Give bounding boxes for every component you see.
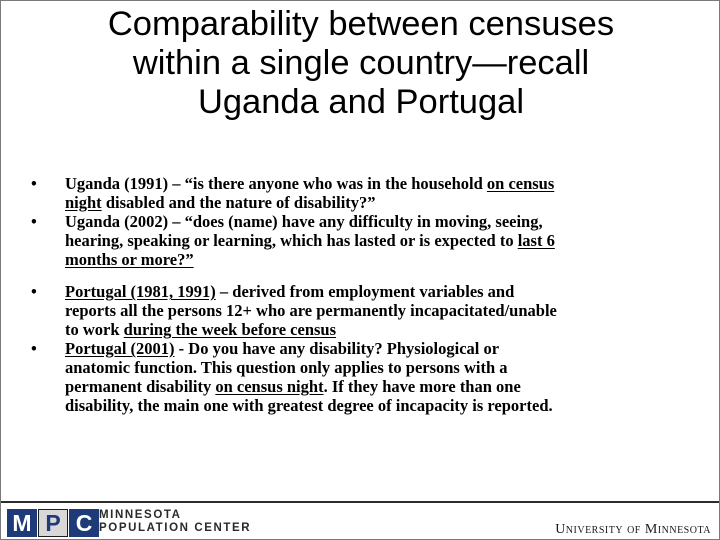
mpc-wordmark: MINNESOTA POPULATION CENTER (99, 509, 251, 535)
bullet-icon: • (31, 212, 37, 231)
bullet-item-portugal-2001: • Portugal (2001) - Do you have any disa… (31, 339, 701, 415)
underlined-text: on census (486, 174, 555, 193)
bullet-item-uganda-2002: • Uganda (2002) – “does (name) have any … (31, 212, 701, 269)
logo-letter-m: M (7, 509, 37, 537)
bullet-line: disability, the main one with greatest d… (65, 396, 553, 415)
bullet-line: Uganda (1991) – “is there anyone who was… (65, 174, 555, 193)
bullet-line: anatomic function. This question only ap… (65, 358, 508, 377)
underlined-text: on census night (215, 377, 324, 396)
bullet-item-uganda-1991: • Uganda (1991) – “is there anyone who w… (31, 174, 701, 212)
bullet-icon: • (31, 174, 37, 193)
bullet-icon: • (31, 339, 37, 358)
slide-title: Comparability between censuses within a … (31, 5, 691, 122)
bullet-line: permanent disability on census night. If… (65, 377, 521, 396)
bullet-line: to work during the week before census (65, 320, 337, 339)
bullet-line: Portugal (2001) - Do you have any disabi… (65, 339, 500, 358)
bullet-line: months or more?” (65, 250, 701, 269)
footer-divider (1, 501, 719, 503)
mpc-line-1: MINNESOTA (99, 509, 182, 521)
bullet-line: night disabled and the nature of disabil… (65, 193, 376, 212)
title-line-3: Uganda and Portugal (197, 83, 525, 121)
logo-letter-p: P (38, 509, 68, 537)
university-wordmark: University of Minnesota (555, 522, 711, 537)
bullet-line: reports all the persons 12+ who are perm… (65, 301, 557, 320)
bullet-group-portugal: • Portugal (1981, 1991) – derived from e… (31, 282, 701, 415)
bullet-list: • Uganda (1991) – “is there anyone who w… (31, 174, 701, 415)
underlined-text: months or more?” (65, 250, 194, 269)
underlined-text: during the week before census (123, 320, 337, 339)
underlined-text: last 6 (517, 231, 555, 250)
title-line-2: within a single country—recall (132, 44, 590, 82)
bullet-icon: • (31, 282, 37, 301)
underlined-text: Portugal (2001) (65, 339, 175, 358)
bullet-group-uganda: • Uganda (1991) – “is there anyone who w… (31, 174, 701, 269)
footer: M P C MINNESOTA POPULATION CENTER Univer… (1, 501, 719, 539)
bullet-line: hearing, speaking or learning, which has… (65, 231, 555, 250)
bullet-line: Portugal (1981, 1991) – derived from emp… (65, 282, 515, 301)
bullet-line: Uganda (2002) – “does (name) have any di… (65, 212, 543, 231)
underlined-text: Portugal (1981, 1991) (65, 282, 216, 301)
mpc-line-2: POPULATION CENTER (99, 522, 252, 534)
underlined-text: night (65, 193, 102, 212)
logo-letter-c: C (69, 509, 99, 537)
mpc-logo-icon: M P C (7, 509, 100, 537)
title-line-1: Comparability between censuses (107, 5, 615, 43)
bullet-item-portugal-1981-1991: • Portugal (1981, 1991) – derived from e… (31, 282, 701, 339)
